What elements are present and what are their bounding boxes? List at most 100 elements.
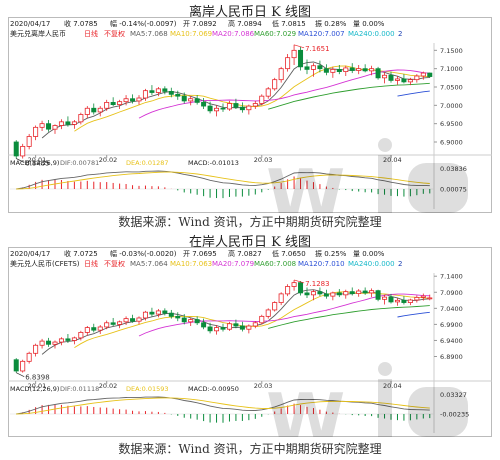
- candle-body: [78, 114, 84, 123]
- high-annotation-pointer: [293, 279, 305, 284]
- header-field: 低 7.0815: [272, 19, 306, 28]
- candle: [272, 77, 278, 91]
- ma-legend-item: MA5:7.064: [130, 260, 168, 268]
- candle: [420, 71, 426, 80]
- x-tick-label: 20.01: [28, 156, 47, 164]
- candle: [304, 287, 310, 299]
- candle: [330, 66, 336, 78]
- candle: [26, 351, 32, 364]
- candle-body: [310, 291, 316, 296]
- candle-body: [414, 297, 420, 301]
- candle-body: [298, 49, 304, 68]
- candle-body: [343, 67, 349, 73]
- candle-body: [382, 74, 388, 79]
- candle: [155, 87, 161, 97]
- ma-legend-item: 不复权: [104, 259, 125, 268]
- x-tick-label: 20.03: [254, 156, 273, 164]
- candle: [239, 102, 245, 113]
- candle-body: [362, 290, 368, 294]
- candle: [123, 316, 129, 326]
- candle-body: [155, 88, 161, 93]
- candle-body: [252, 322, 258, 327]
- candle: [104, 320, 110, 330]
- candle-body: [194, 319, 200, 324]
- candle: [188, 317, 194, 326]
- candle-body: [207, 326, 213, 332]
- candle: [246, 324, 252, 334]
- header-field: 振 0.25%: [315, 249, 347, 258]
- candle: [142, 88, 148, 101]
- candle-body: [142, 311, 148, 319]
- candle: [233, 319, 239, 329]
- candle: [33, 343, 39, 357]
- candle-body: [142, 90, 148, 99]
- candle-body: [181, 95, 187, 102]
- candle-body: [259, 95, 265, 104]
- candle: [420, 293, 426, 301]
- candle-body: [65, 338, 71, 341]
- candle: [343, 289, 349, 299]
- header-field: 高 7.0894: [228, 19, 262, 28]
- candle: [20, 143, 26, 159]
- ma-legend-item: MA60:7.029: [254, 30, 296, 38]
- candle-body: [91, 107, 97, 113]
- candle: [181, 314, 187, 325]
- candle-body: [343, 291, 349, 296]
- candle-body: [272, 79, 278, 90]
- candle: [356, 65, 362, 75]
- candle: [310, 63, 316, 77]
- x-tick-label: 20.04: [383, 156, 402, 164]
- candle-body: [420, 295, 426, 298]
- candle-body: [356, 290, 362, 294]
- candle: [136, 95, 142, 105]
- candle: [382, 294, 388, 305]
- watermark-logo: W: [266, 378, 345, 437]
- moving-average-line: [397, 311, 430, 318]
- watermark-logo-dot: [378, 138, 392, 152]
- candle-body: [226, 323, 232, 330]
- candle-body: [369, 290, 375, 294]
- x-tick-label: 20.02: [99, 156, 118, 164]
- candle-body: [149, 311, 155, 315]
- candle-body: [298, 282, 304, 294]
- candle-body: [323, 293, 329, 297]
- candle: [349, 63, 355, 74]
- candle-body: [188, 319, 194, 323]
- panel-frame: [8, 247, 492, 437]
- candle-body: [104, 102, 110, 109]
- y-tick-label: 6.9500: [440, 120, 463, 128]
- candle: [414, 74, 420, 83]
- candle-body: [175, 315, 181, 319]
- candle: [84, 326, 90, 336]
- candle-body: [33, 344, 39, 354]
- macd-y-tick-label: 0.00075: [440, 186, 467, 194]
- candle: [323, 289, 329, 299]
- ma-legend-item: MA60:7.008: [254, 260, 296, 268]
- candle: [336, 289, 342, 298]
- candle-body: [285, 57, 291, 70]
- candle-body: [46, 340, 52, 345]
- candle: [194, 316, 200, 326]
- candle: [155, 308, 161, 318]
- y-tick-label: 7.0400: [440, 305, 463, 313]
- macd-dea: DEA:0.01593: [126, 385, 169, 393]
- candle-body: [149, 90, 155, 93]
- candle-body: [336, 69, 342, 73]
- ma-legend-item: 美元兑离岸人民币: [10, 29, 66, 38]
- candle-body: [407, 299, 413, 303]
- candle-body: [26, 136, 32, 147]
- offshore-chart-source: 数据来源：Wind 资讯，方正中期期货研究院整理: [118, 215, 382, 229]
- candle-body: [291, 282, 297, 287]
- ma-legend-item: MA120:7.010: [298, 260, 345, 268]
- candle: [298, 46, 304, 71]
- candle: [149, 85, 155, 96]
- onshore-kline-chart: 2020/04/17 收 7.0725 幅 -0.03%(-0.0020) 开 7.0…: [8, 247, 492, 437]
- candle-body: [71, 121, 77, 125]
- candle: [39, 120, 45, 131]
- candle: [233, 98, 239, 109]
- candle-body: [175, 93, 181, 97]
- candle-body: [181, 317, 187, 323]
- candle-body: [226, 103, 232, 110]
- header-field: 2020/04/17: [10, 20, 50, 28]
- candle: [142, 310, 148, 321]
